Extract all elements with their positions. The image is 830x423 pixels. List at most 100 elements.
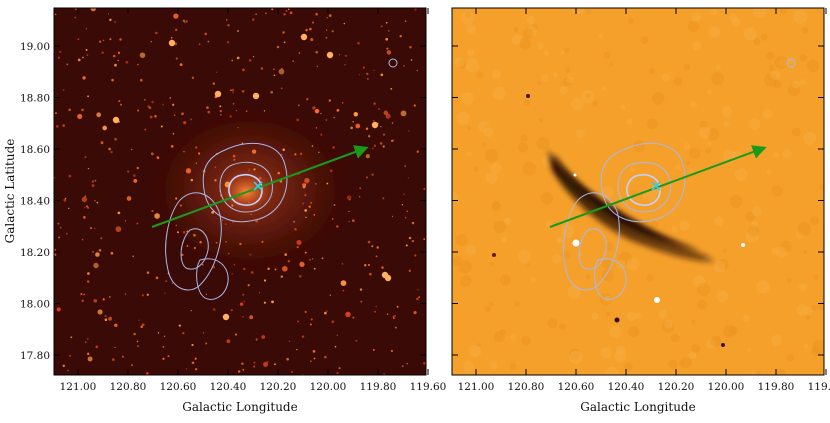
- star: [235, 109, 238, 112]
- star: [394, 315, 397, 317]
- star: [357, 41, 360, 45]
- noise-blob: [592, 100, 599, 107]
- star: [352, 120, 354, 123]
- star: [154, 213, 160, 219]
- star: [114, 137, 117, 141]
- star: [215, 71, 218, 74]
- star: [101, 51, 104, 54]
- noise-blob: [526, 15, 536, 25]
- noise-blob: [465, 244, 477, 256]
- star: [408, 130, 410, 132]
- noise-blob: [699, 120, 708, 129]
- noise-blob: [489, 261, 495, 267]
- star: [392, 139, 395, 142]
- star: [366, 72, 369, 76]
- star: [171, 282, 174, 284]
- noise-blob: [760, 33, 768, 41]
- noise-blob: [805, 314, 811, 320]
- star: [170, 37, 173, 39]
- noise-blob: [745, 229, 760, 243]
- star: [92, 251, 94, 253]
- star: [211, 211, 215, 214]
- noise-blob: [670, 333, 680, 343]
- star: [252, 55, 255, 58]
- noise-blob: [547, 318, 558, 329]
- star: [137, 109, 140, 112]
- star: [326, 310, 328, 312]
- noise-blob: [605, 242, 614, 251]
- noise-blob: [811, 346, 821, 357]
- star: [114, 323, 118, 328]
- star: [343, 22, 346, 25]
- star: [182, 331, 185, 335]
- star: [396, 305, 399, 308]
- star: [386, 47, 389, 50]
- star: [118, 100, 121, 103]
- star: [404, 20, 407, 22]
- star: [185, 368, 188, 370]
- star: [282, 148, 285, 151]
- star: [280, 87, 283, 90]
- noise-blob: [601, 258, 613, 269]
- noise-blob: [729, 195, 743, 208]
- star: [86, 54, 89, 56]
- star: [190, 118, 193, 121]
- star: [342, 289, 345, 292]
- noise-blob: [492, 201, 501, 209]
- noise-blob: [803, 306, 813, 316]
- star: [313, 214, 316, 216]
- star: [414, 8, 417, 11]
- bright-star: [112, 116, 120, 124]
- noise-blob: [786, 354, 794, 362]
- noise-blob: [748, 118, 761, 131]
- star: [155, 31, 158, 35]
- noise-blob: [671, 226, 678, 233]
- star: [68, 207, 70, 210]
- star: [274, 363, 276, 366]
- star: [416, 297, 419, 301]
- noise-blob: [803, 131, 817, 145]
- noise-blob: [568, 348, 580, 360]
- noise-blob: [770, 70, 781, 81]
- noise-blob: [530, 276, 537, 283]
- star: [130, 364, 134, 367]
- noise-blob: [766, 169, 772, 175]
- star: [179, 204, 182, 207]
- noise-blob: [707, 128, 720, 141]
- star: [312, 106, 316, 110]
- star: [401, 204, 404, 206]
- star: [282, 31, 285, 34]
- star: [423, 361, 426, 365]
- star: [226, 41, 230, 44]
- star: [156, 156, 158, 158]
- left-y-axis-ticks: 19.00 18.80 18.60 18.40 18.20 18.00 17.80: [20, 41, 426, 362]
- star: [242, 368, 245, 371]
- star: [226, 19, 228, 21]
- star: [310, 38, 314, 42]
- star: [332, 146, 335, 149]
- star: [83, 293, 86, 296]
- star: [408, 269, 411, 272]
- right-image-background: [452, 8, 824, 375]
- star: [283, 41, 286, 44]
- noise-blob: [491, 202, 502, 212]
- star: [365, 154, 370, 159]
- star: [177, 231, 179, 234]
- noise-blob: [764, 73, 778, 87]
- star: [202, 332, 205, 334]
- star: [380, 25, 383, 28]
- noise-blob: [809, 215, 820, 226]
- star: [373, 144, 377, 148]
- right-panel: 121.00 120.80 120.60 120.40 120.20 120.00 119.…: [451, 7, 830, 414]
- star: [205, 342, 208, 345]
- noise-blob: [473, 166, 479, 172]
- noise-blob: [591, 312, 599, 320]
- noise-blob: [799, 78, 806, 86]
- noise-blob: [705, 338, 716, 349]
- star: [287, 260, 290, 263]
- star: [258, 176, 262, 180]
- star: [215, 241, 218, 244]
- noise-blob: [811, 304, 817, 311]
- star: [302, 183, 307, 188]
- star: [331, 30, 334, 33]
